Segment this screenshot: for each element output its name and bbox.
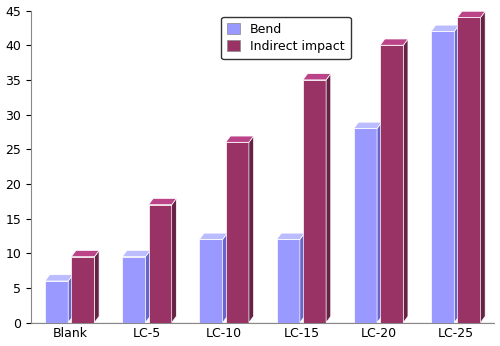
Polygon shape [122, 251, 150, 257]
Polygon shape [226, 142, 249, 322]
Polygon shape [122, 257, 146, 322]
Polygon shape [380, 45, 404, 322]
Polygon shape [172, 199, 176, 322]
Polygon shape [146, 251, 150, 322]
Polygon shape [480, 11, 485, 322]
Polygon shape [222, 233, 228, 322]
Polygon shape [148, 199, 176, 205]
Polygon shape [276, 239, 300, 322]
Polygon shape [454, 25, 459, 322]
Polygon shape [68, 275, 73, 322]
Polygon shape [45, 275, 73, 281]
Polygon shape [72, 257, 94, 322]
Polygon shape [458, 18, 480, 322]
Polygon shape [300, 233, 304, 322]
Polygon shape [200, 239, 222, 322]
Bar [31, 322, 494, 333]
Polygon shape [431, 25, 459, 31]
Polygon shape [276, 233, 304, 239]
Polygon shape [380, 39, 408, 45]
Polygon shape [431, 31, 454, 322]
Polygon shape [354, 122, 382, 128]
Polygon shape [404, 39, 408, 322]
Polygon shape [354, 128, 377, 322]
Polygon shape [326, 74, 330, 322]
Polygon shape [303, 74, 330, 80]
Polygon shape [200, 233, 228, 239]
Polygon shape [226, 136, 254, 142]
Polygon shape [148, 205, 172, 322]
Polygon shape [45, 281, 68, 322]
Polygon shape [94, 251, 99, 322]
Legend: Bend, Indirect impact: Bend, Indirect impact [221, 17, 351, 59]
Polygon shape [249, 136, 254, 322]
Polygon shape [72, 251, 99, 257]
Polygon shape [377, 122, 382, 322]
Polygon shape [458, 11, 485, 18]
Polygon shape [303, 80, 326, 322]
